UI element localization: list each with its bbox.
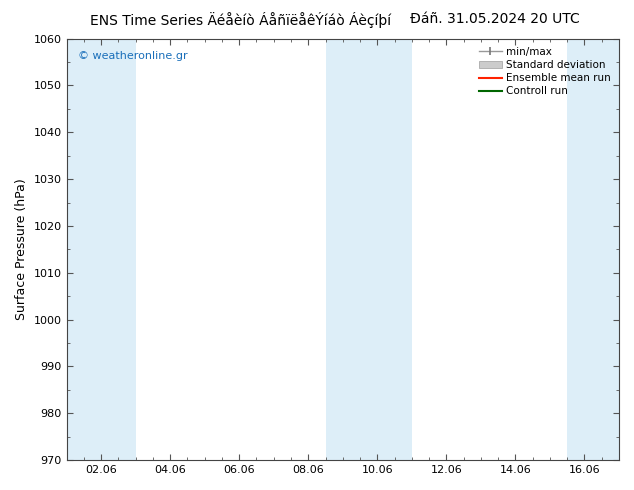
Legend: min/max, Standard deviation, Ensemble mean run, Controll run: min/max, Standard deviation, Ensemble me… <box>476 44 614 99</box>
Bar <box>325 39 412 460</box>
Bar <box>67 39 136 460</box>
Text: ENS Time Series Äéåèíò ÁåñïëåêÝíáò Áèçíþí: ENS Time Series Äéåèíò ÁåñïëåêÝíáò Áèçíþ… <box>91 12 391 28</box>
Bar <box>567 39 619 460</box>
Text: Ðáñ. 31.05.2024 20 UTC: Ðáñ. 31.05.2024 20 UTC <box>410 12 579 26</box>
Text: © weatheronline.gr: © weatheronline.gr <box>77 51 187 61</box>
Y-axis label: Surface Pressure (hPa): Surface Pressure (hPa) <box>15 178 28 320</box>
